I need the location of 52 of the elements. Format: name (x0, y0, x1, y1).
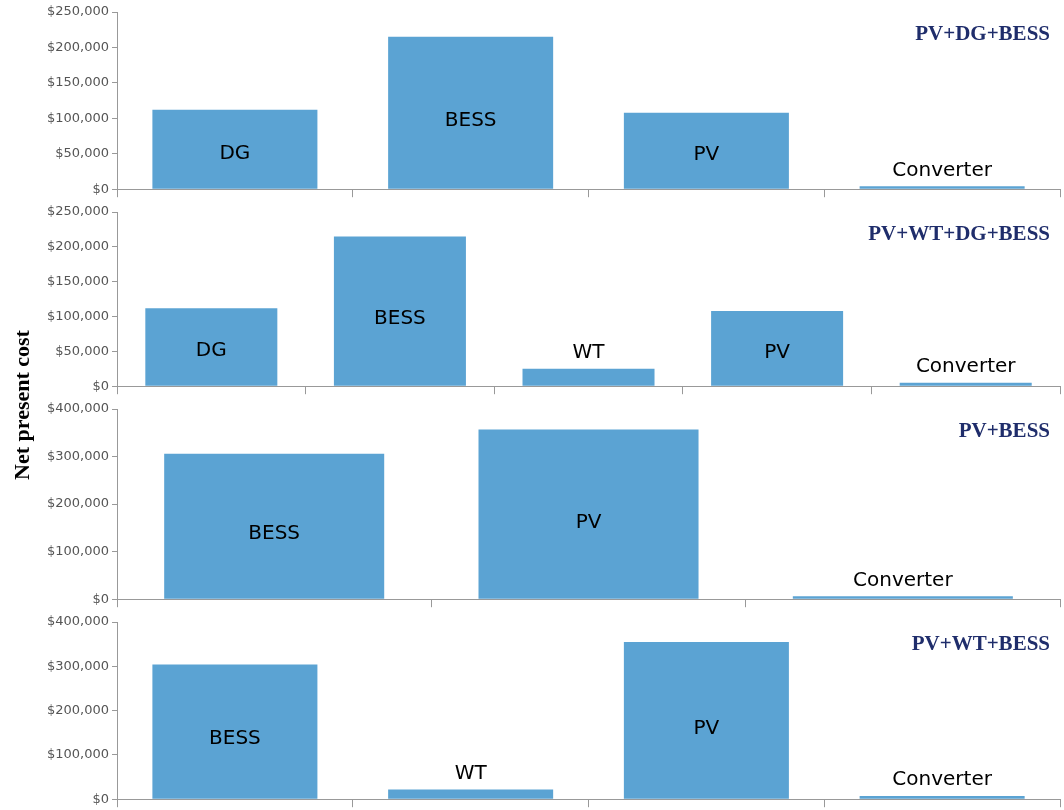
category-label: PV (764, 338, 790, 363)
bar (478, 429, 699, 599)
y-tick-label: $250,000 (47, 203, 110, 219)
category-label: PV (693, 140, 720, 165)
category-label: BESS (444, 106, 497, 131)
bar (522, 368, 655, 386)
category-label: Converter (892, 156, 992, 181)
bar (164, 453, 385, 599)
y-tick-label: $50,000 (55, 342, 110, 358)
y-tick-label: $150,000 (47, 273, 110, 289)
bar (792, 596, 1013, 599)
y-tick-label: $200,000 (47, 38, 110, 54)
y-tick-label: $200,000 (47, 701, 110, 717)
y-tick-label: $200,000 (47, 495, 110, 511)
category-label: WT (572, 338, 605, 363)
bar (388, 789, 554, 799)
y-tick-label: $100,000 (47, 109, 110, 125)
y-tick-label: $150,000 (47, 74, 110, 90)
chart-title: PV+WT+BESS (911, 630, 1050, 655)
y-tick-label: $200,000 (47, 238, 110, 254)
y-tick-label: $300,000 (47, 447, 110, 463)
bar (333, 236, 466, 386)
bar (145, 308, 278, 386)
category-label: BESS (374, 304, 426, 329)
y-tick-label: $100,000 (47, 307, 110, 323)
bar (623, 641, 789, 799)
y-tick-label: $100,000 (47, 543, 110, 559)
category-label: DG (219, 139, 251, 164)
y-tick-label: $100,000 (47, 746, 110, 762)
y-tick-label: $0 (92, 377, 110, 393)
y-tick-label: $400,000 (47, 613, 110, 629)
bar (711, 310, 844, 386)
chart-title: PV+WT+DG+BESS (868, 220, 1050, 245)
y-axis-title: Net present cost (9, 330, 35, 480)
bar (388, 36, 554, 189)
bar (152, 109, 318, 189)
y-tick-label: $0 (92, 180, 110, 196)
category-label: DG (195, 337, 227, 362)
bar (899, 382, 1032, 386)
y-tick-label: $400,000 (47, 400, 110, 416)
y-tick-label: $50,000 (55, 145, 110, 161)
y-tick-label: $300,000 (47, 657, 110, 673)
bar (859, 186, 1025, 189)
bar (623, 112, 789, 189)
chart-title: PV+DG+BESS (915, 20, 1050, 45)
bar (152, 664, 318, 799)
y-tick-label: $250,000 (47, 3, 110, 19)
y-tick-label: $0 (92, 590, 110, 606)
y-tick-label: $0 (92, 790, 110, 806)
chart-title: PV+BESS (958, 417, 1050, 442)
bar (859, 796, 1025, 799)
category-label: Converter (915, 352, 1016, 377)
